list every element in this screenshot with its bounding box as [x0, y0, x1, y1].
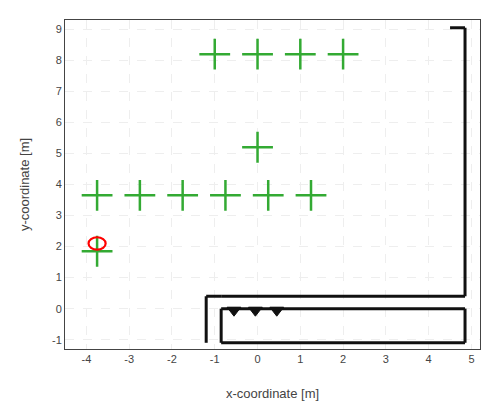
svg-text:3: 3 — [56, 209, 62, 221]
svg-text:-1: -1 — [52, 334, 62, 346]
svg-text:1: 1 — [56, 271, 62, 283]
svg-text:0: 0 — [56, 303, 62, 315]
svg-text:9: 9 — [56, 23, 62, 35]
svg-text:4: 4 — [56, 178, 62, 190]
svg-text:3: 3 — [383, 353, 389, 365]
svg-text:7: 7 — [56, 85, 62, 97]
svg-text:6: 6 — [56, 116, 62, 128]
svg-text:y-coordinate [m]: y-coordinate [m] — [17, 138, 32, 231]
svg-text:4: 4 — [426, 353, 432, 365]
svg-text:0: 0 — [254, 353, 260, 365]
svg-text:-4: -4 — [81, 353, 91, 365]
svg-text:2: 2 — [56, 240, 62, 252]
svg-text:1: 1 — [297, 353, 303, 365]
svg-text:8: 8 — [56, 54, 62, 66]
svg-text:x-coordinate [m]: x-coordinate [m] — [226, 386, 319, 401]
svg-text:-1: -1 — [210, 353, 220, 365]
svg-text:5: 5 — [468, 353, 474, 365]
svg-text:2: 2 — [340, 353, 346, 365]
svg-text:-2: -2 — [167, 353, 177, 365]
svg-text:-3: -3 — [124, 353, 134, 365]
svg-text:5: 5 — [56, 147, 62, 159]
